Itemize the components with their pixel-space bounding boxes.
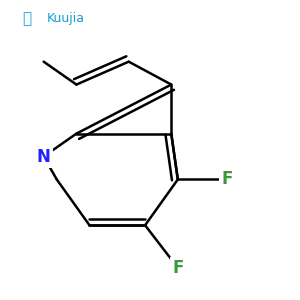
Text: F: F bbox=[172, 259, 184, 277]
Text: F: F bbox=[221, 170, 232, 188]
Text: Ⓚ: Ⓚ bbox=[22, 12, 31, 27]
Text: N: N bbox=[37, 148, 51, 166]
Text: Kuujia: Kuujia bbox=[47, 12, 85, 25]
